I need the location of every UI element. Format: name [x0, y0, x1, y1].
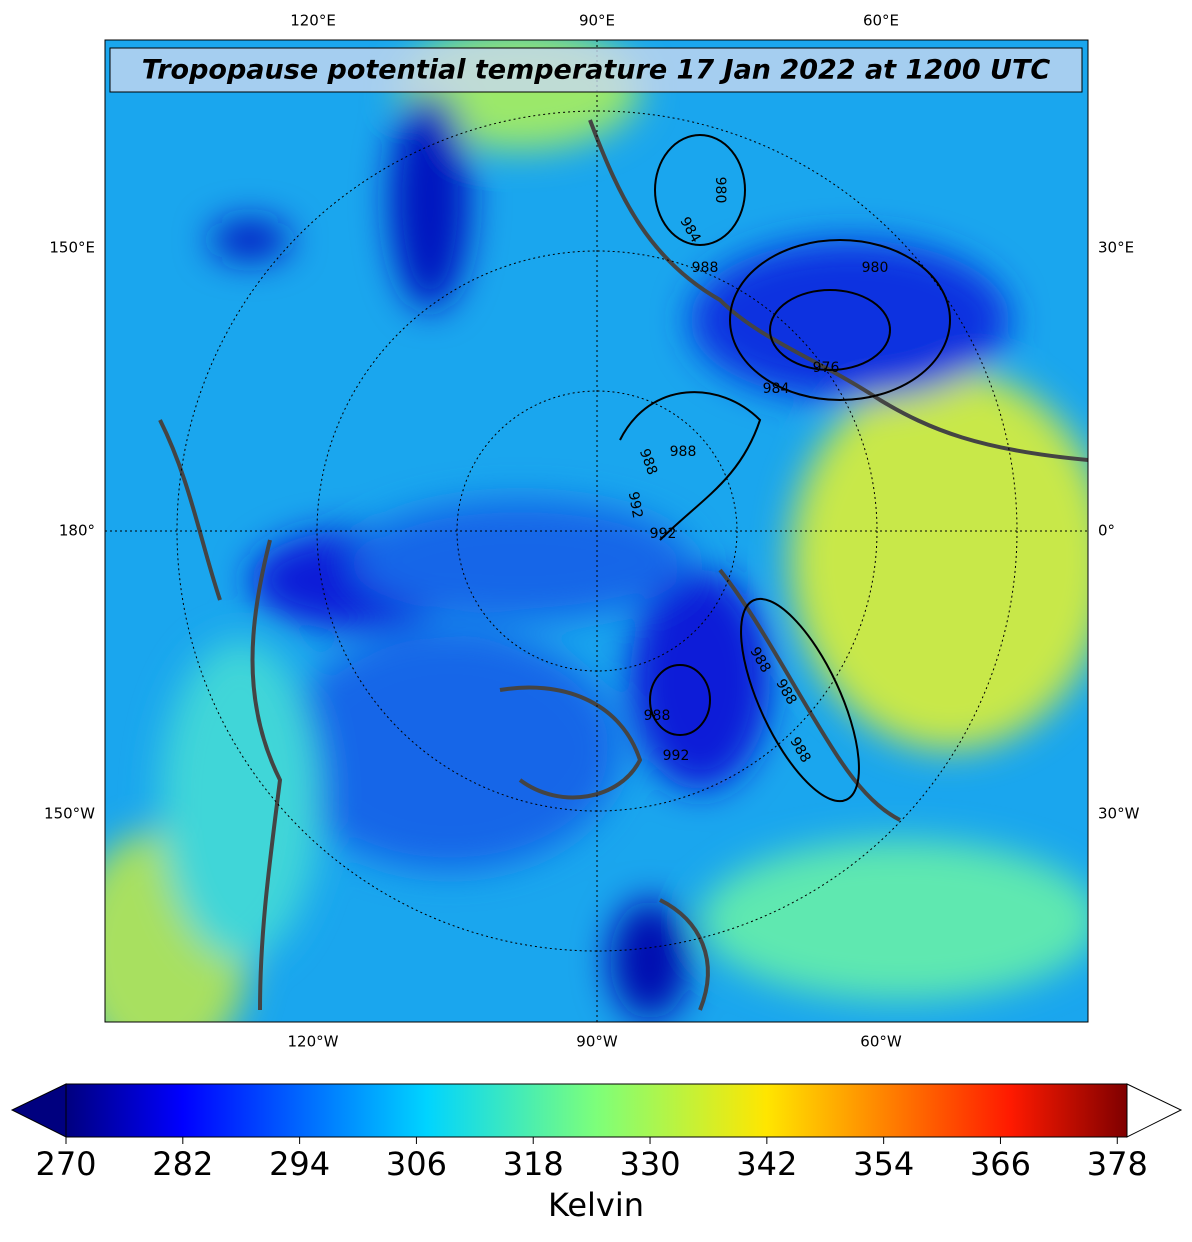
colorbar-tick-label: 330 [619, 1145, 680, 1183]
pressure-contour-label: 988 [644, 708, 671, 724]
colorbar-tick-label: 366 [970, 1145, 1031, 1183]
colorbar-tick-label: 342 [736, 1145, 797, 1183]
longitude-label: 60°W [860, 1033, 902, 1051]
pressure-contour-label: 992 [663, 748, 690, 764]
colorbar-tick-label: 306 [386, 1145, 447, 1183]
longitude-label: 90°W [576, 1033, 618, 1051]
colorbar-label: Kelvin [548, 1186, 644, 1224]
map [105, 40, 1088, 1022]
longitude-label: 0° [1098, 522, 1115, 540]
longitude-label: 150°W [44, 805, 95, 823]
colorbar-tick-label: 270 [35, 1145, 96, 1183]
colorbar-tick-label: 354 [853, 1145, 914, 1183]
title-box [109, 47, 1083, 93]
pressure-contours [619, 134, 951, 803]
longitude-label: 120°E [290, 12, 336, 30]
colorbar [66, 1084, 1127, 1137]
map-frame [104, 39, 1089, 1023]
longitude-label: 150°E [49, 239, 95, 257]
pressure-contour-label: 980 [862, 260, 889, 276]
pressure-contour-label: 984 [763, 381, 790, 397]
title: Tropopause potential temperature 17 Jan … [142, 55, 1051, 86]
pressure-contour-label: 988 [692, 260, 719, 276]
colorbar-tick-label: 294 [269, 1145, 330, 1183]
pressure-contour-label: 992 [650, 526, 677, 542]
pressure-contour-label: 980 [712, 177, 728, 204]
pressure-contour-label: 988 [670, 444, 697, 460]
colorbar-frame [65, 1083, 1128, 1138]
graticule [105, 40, 1088, 1022]
longitude-label: 60°E [863, 12, 899, 30]
longitude-label: 180° [59, 522, 95, 540]
colorbar-tick-label: 318 [503, 1145, 564, 1183]
longitude-label: 120°W [288, 1033, 339, 1051]
longitude-label: 90°E [579, 12, 615, 30]
colorbar-extend-low [10, 1083, 67, 1138]
coastlines [158, 119, 1088, 1011]
colorbar-tick-label: 378 [1087, 1145, 1148, 1183]
pressure-contour-label: 976 [813, 360, 840, 376]
colorbar-tick-label: 282 [152, 1145, 213, 1183]
longitude-label: 30°E [1098, 239, 1134, 257]
pressure-contour-label: 992 [625, 490, 645, 519]
colorbar-extend-high [1126, 1083, 1183, 1138]
longitude-label: 30°W [1098, 805, 1140, 823]
